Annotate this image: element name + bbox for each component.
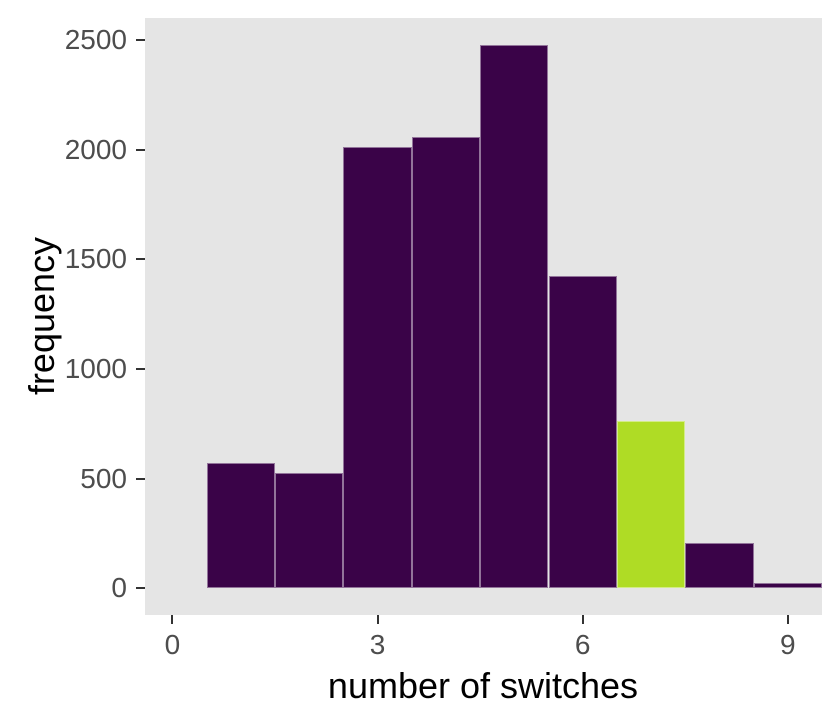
y-axis-tick-label: 2000	[64, 133, 127, 165]
x-axis-tick-label: 9	[780, 629, 796, 660]
y-axis-tick-mark	[136, 477, 145, 480]
x-axis-tick-mark	[376, 615, 379, 624]
x-axis-tick-label: 0	[164, 629, 181, 660]
x-axis-title: number of switches	[327, 665, 639, 706]
y-axis-tick-mark	[136, 368, 145, 370]
x-axis-tick-mark	[786, 615, 789, 624]
plot-panel	[145, 18, 822, 615]
histogram-bar	[548, 275, 617, 589]
histogram-bar	[206, 463, 275, 589]
x-axis-tick-mark	[171, 615, 174, 624]
y-axis-tick-mark	[136, 148, 145, 151]
x-axis-tick-mark	[581, 615, 584, 624]
y-axis-tick-mark	[136, 39, 145, 42]
histogram-bar	[343, 146, 412, 589]
histogram-bar	[753, 582, 822, 589]
y-axis-tick-mark	[136, 258, 145, 261]
histogram-bar-highlighted	[616, 420, 686, 589]
x-axis-tick-label: 3	[369, 629, 386, 660]
y-axis-tick-mark	[136, 587, 145, 590]
y-axis-title: frequency	[21, 236, 62, 396]
y-axis-tick-label: 2500	[64, 24, 127, 56]
histogram-bar	[480, 44, 549, 589]
y-axis-tick-label: 0	[111, 572, 127, 604]
histogram-bar	[274, 473, 344, 589]
histogram-bar	[411, 136, 481, 589]
y-axis-tick-label: 1500	[64, 243, 127, 275]
x-axis-tick-label: 6	[574, 629, 591, 660]
y-axis-tick-label: 1000	[64, 353, 127, 384]
y-axis-tick-label: 500	[80, 462, 127, 494]
histogram-bar	[685, 543, 754, 589]
